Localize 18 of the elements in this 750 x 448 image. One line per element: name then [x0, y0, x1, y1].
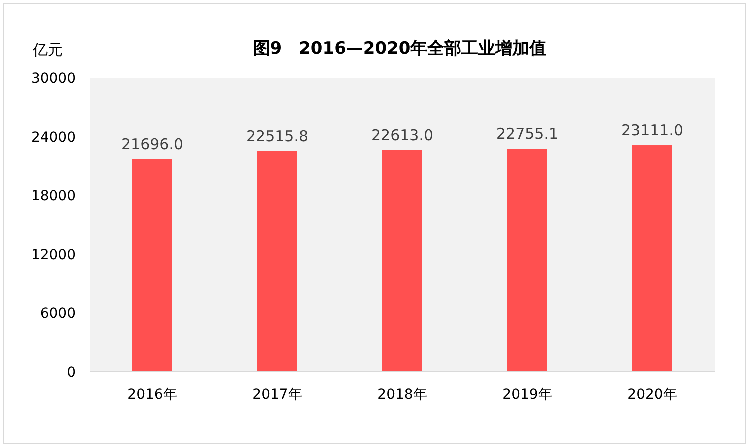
- x-tick-label: 2017年: [252, 387, 302, 403]
- data-label: 22613.0: [371, 126, 434, 144]
- data-label: 21696.0: [121, 135, 184, 154]
- y-tick-label: 24000: [31, 130, 76, 146]
- data-label: 23111.0: [621, 122, 684, 140]
- x-tick-label: 2016年: [128, 387, 178, 403]
- y-axis-title: 亿元: [32, 41, 63, 59]
- x-tick-label: 2020年: [628, 387, 678, 403]
- data-label: 22755.1: [496, 125, 559, 143]
- y-tick-label: 18000: [31, 188, 76, 205]
- y-tick-label: 30000: [31, 71, 76, 87]
- data-label: 22515.8: [246, 127, 309, 146]
- y-tick-label: 12000: [31, 247, 76, 264]
- x-tick-label: 2019年: [502, 387, 552, 403]
- chart-title: 图9 2016—2020年全部工业增加值: [253, 39, 547, 59]
- x-tick-label: 2018年: [378, 387, 428, 403]
- y-tick-label: 6000: [40, 306, 76, 322]
- y-tick-label: 0: [67, 365, 76, 381]
